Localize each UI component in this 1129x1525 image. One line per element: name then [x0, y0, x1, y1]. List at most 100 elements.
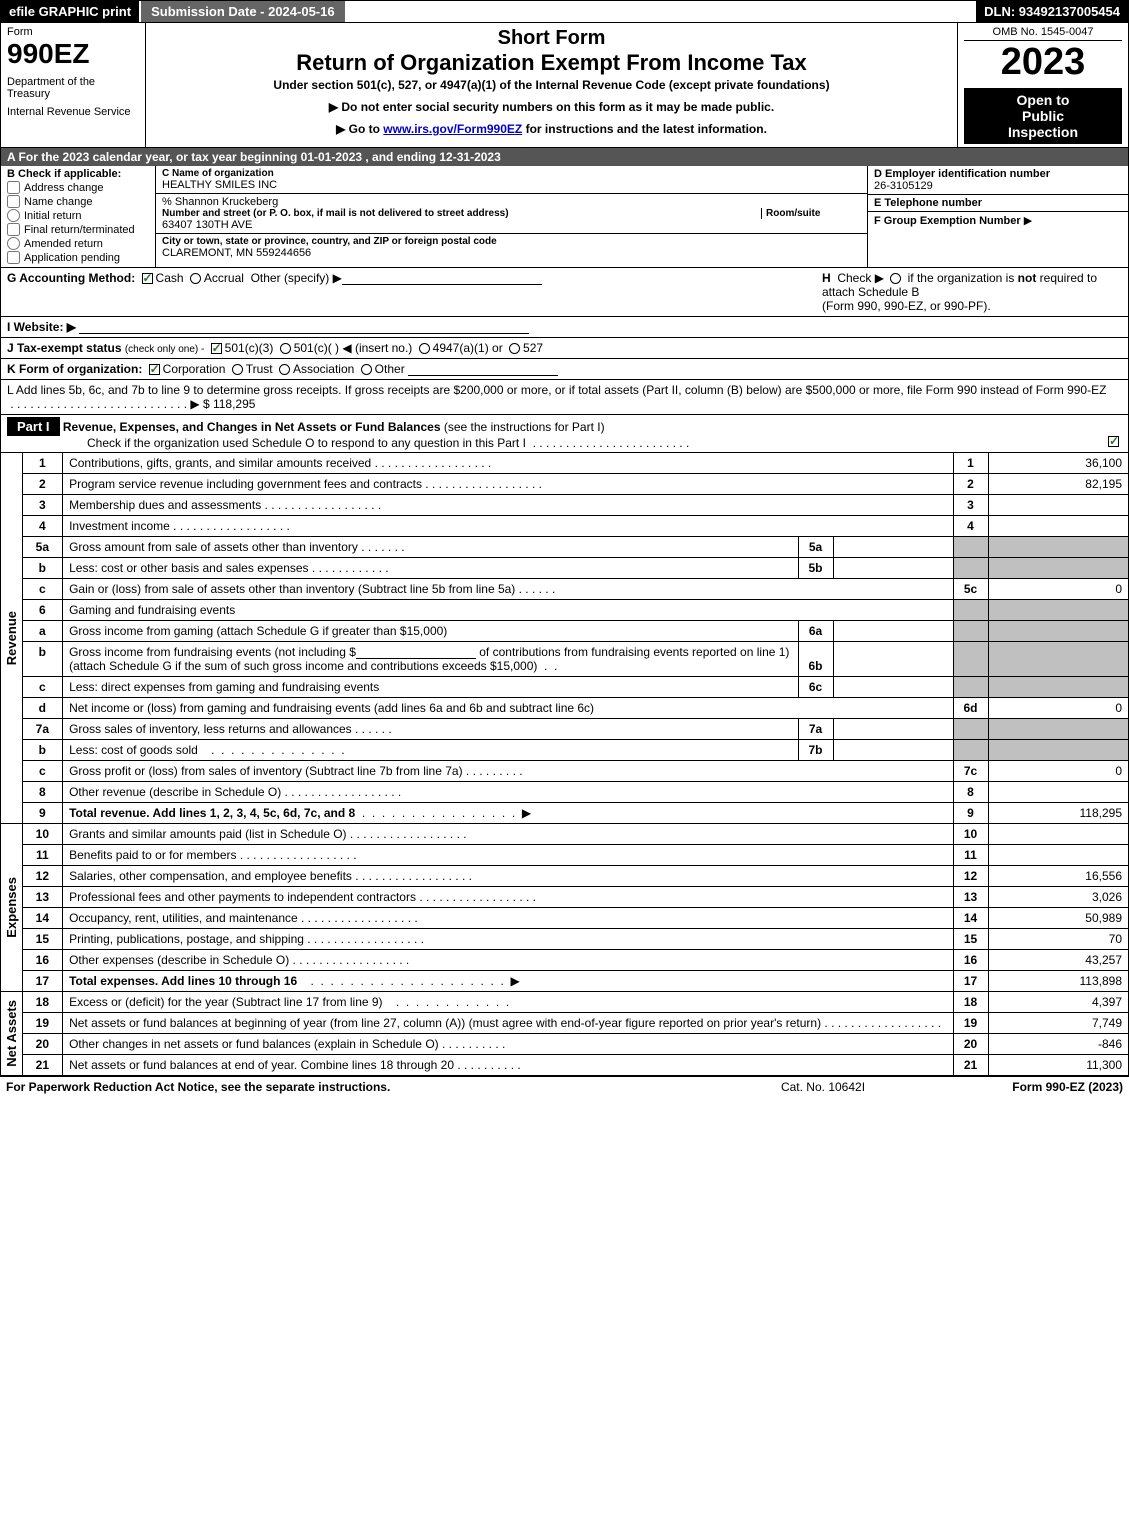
line-7a-rt-shaded: [953, 719, 988, 740]
irs-link[interactable]: www.irs.gov/Form990EZ: [383, 122, 522, 136]
part-1-badge: Part I: [7, 417, 60, 436]
line-7a-num: 7a: [23, 719, 63, 740]
cb-final-return[interactable]: [7, 223, 20, 236]
website-field[interactable]: [79, 320, 529, 334]
line-4-num: 4: [23, 516, 63, 537]
org-name-value: HEALTHY SMILES INC: [162, 179, 861, 191]
section-h-not: not: [1018, 271, 1037, 285]
cb-name-change[interactable]: [7, 195, 20, 208]
top-bar: efile GRAPHIC print Submission Date - 20…: [1, 1, 1128, 23]
line-2-val: 82,195: [988, 474, 1128, 495]
cb-4947a1[interactable]: [419, 343, 430, 354]
cb-initial-return[interactable]: [7, 209, 20, 222]
line-14-rt: 14: [953, 908, 988, 929]
line-9: 9 Total revenue. Add lines 1, 2, 3, 4, 5…: [23, 803, 1128, 824]
line-17-val: 113,898: [988, 971, 1128, 992]
section-a-tax-year: A For the 2023 calendar year, or tax yea…: [1, 148, 1128, 166]
line-19-val: 7,749: [988, 1013, 1128, 1034]
cb-cash[interactable]: [142, 273, 153, 284]
header-center: Short Form Return of Organization Exempt…: [146, 23, 958, 147]
submission-date-button[interactable]: Submission Date - 2024-05-16: [139, 1, 345, 22]
part-1-sub: (see the instructions for Part I): [444, 420, 605, 434]
line-5a-mini: 5a: [798, 537, 833, 558]
line-9-num: 9: [23, 803, 63, 824]
other-method-field[interactable]: [342, 271, 542, 285]
line-9-desc: Total revenue. Add lines 1, 2, 3, 4, 5c,…: [69, 806, 355, 820]
line-5b: b Less: cost or other basis and sales ex…: [23, 558, 1128, 579]
line-5a-val-shaded: [988, 537, 1128, 558]
cb-trust[interactable]: [232, 364, 243, 375]
other-org-field[interactable]: [408, 362, 558, 376]
line-15-val: 70: [988, 929, 1128, 950]
cb-name-change-label: Name change: [24, 196, 93, 208]
cb-schedule-o-part1[interactable]: [1108, 436, 1119, 447]
net-assets-table: 18 Excess or (deficit) for the year (Sub…: [23, 992, 1128, 1075]
dept-treasury: Department of the Treasury: [7, 76, 139, 100]
omb-number: OMB No. 1545-0047: [964, 26, 1122, 41]
line-21-desc: Net assets or fund balances at end of ye…: [69, 1058, 454, 1072]
cb-501c3[interactable]: [211, 343, 222, 354]
line-18-rt: 18: [953, 992, 988, 1013]
cb-accrual[interactable]: [190, 273, 201, 284]
part-1-check-line: Check if the organization used Schedule …: [87, 436, 526, 450]
line-9-rt: 9: [953, 803, 988, 824]
line-6-num: 6: [23, 600, 63, 621]
line-8-rt: 8: [953, 782, 988, 803]
line-21-rt: 21: [953, 1055, 988, 1076]
line-7a-val-shaded: [988, 719, 1128, 740]
cb-501c[interactable]: [280, 343, 291, 354]
line-6d: d Net income or (loss) from gaming and f…: [23, 698, 1128, 719]
line-6d-desc: Net income or (loss) from gaming and fun…: [63, 698, 953, 719]
line-14-num: 14: [23, 908, 63, 929]
cb-4947a1-label: 4947(a)(1) or: [433, 341, 503, 355]
line-6a: a Gross income from gaming (attach Sched…: [23, 621, 1128, 642]
line-20-val: -846: [988, 1034, 1128, 1055]
line-7b-mini: 7b: [798, 740, 833, 761]
line-4-rt: 4: [953, 516, 988, 537]
line-1-desc: Contributions, gifts, grants, and simila…: [69, 456, 371, 470]
line-11-rt: 11: [953, 845, 988, 866]
line-6a-num: a: [23, 621, 63, 642]
expenses-section: Expenses 10 Grants and similar amounts p…: [1, 824, 1128, 992]
cb-501c-label: 501(c)( ): [294, 341, 339, 355]
line-6a-mini: 6a: [798, 621, 833, 642]
line-7b-minival: [833, 740, 953, 761]
cb-501c3-label: 501(c)(3): [225, 341, 274, 355]
net-assets-vertical-label: Net Assets: [1, 992, 23, 1075]
cb-other-org[interactable]: [361, 364, 372, 375]
form-number: 990EZ: [7, 38, 139, 70]
open-inspection-badge: Open to Public Inspection: [964, 88, 1122, 144]
subtitle: Under section 501(c), 527, or 4947(a)(1)…: [154, 78, 949, 92]
line-16-val: 43,257: [988, 950, 1128, 971]
cb-corporation[interactable]: [149, 364, 160, 375]
cb-association[interactable]: [279, 364, 290, 375]
cb-amended-return[interactable]: [7, 237, 20, 250]
line-17-desc: Total expenses. Add lines 10 through 16: [69, 974, 297, 988]
line-6b-blank[interactable]: [356, 645, 476, 659]
form-word: Form: [7, 26, 139, 38]
line-6b-val-shaded: [988, 642, 1128, 677]
part-1-header-row: Part I Revenue, Expenses, and Changes in…: [1, 415, 1128, 453]
line-6: 6 Gaming and fundraising events: [23, 600, 1128, 621]
inspect-line2: Public: [966, 108, 1120, 124]
line-10: 10 Grants and similar amounts paid (list…: [23, 824, 1128, 845]
cb-527[interactable]: [509, 343, 520, 354]
cb-application-pending[interactable]: [7, 251, 20, 264]
line-7a: 7a Gross sales of inventory, less return…: [23, 719, 1128, 740]
line-5a-num: 5a: [23, 537, 63, 558]
line-7a-mini: 7a: [798, 719, 833, 740]
ein-value: 26-3105129: [874, 180, 1122, 192]
line-3-val: [988, 495, 1128, 516]
cb-trust-label: Trust: [246, 362, 273, 376]
cb-schedule-b-not-required[interactable]: [890, 273, 901, 284]
notice-link-post: for instructions and the latest informat…: [522, 122, 767, 136]
cb-address-change[interactable]: [7, 181, 20, 194]
line-15-desc: Printing, publications, postage, and shi…: [69, 932, 304, 946]
line-6b: b Gross income from fundraising events (…: [23, 642, 1128, 677]
line-6b-minival: [833, 642, 953, 677]
section-h-label: H: [822, 271, 831, 285]
line-16: 16 Other expenses (describe in Schedule …: [23, 950, 1128, 971]
line-13: 13 Professional fees and other payments …: [23, 887, 1128, 908]
line-16-rt: 16: [953, 950, 988, 971]
efile-print-button[interactable]: efile GRAPHIC print: [1, 1, 139, 22]
